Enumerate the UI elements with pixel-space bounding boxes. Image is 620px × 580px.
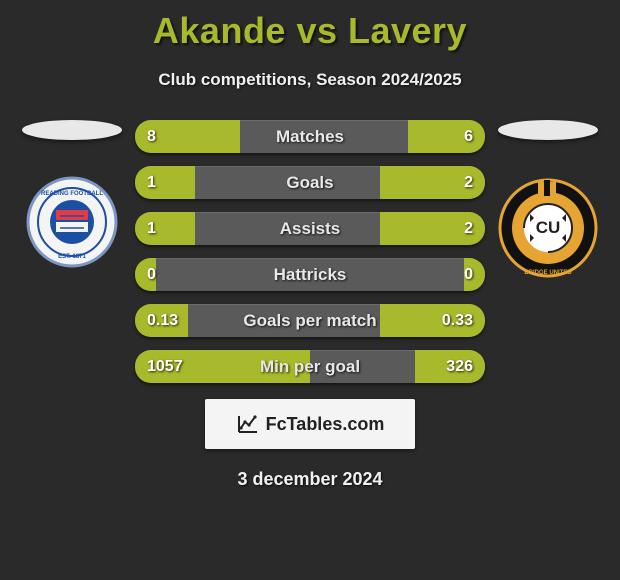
stat-row: 0.13 0.33 Goals per match [135, 304, 485, 337]
stat-row: 8 6 Matches [135, 120, 485, 153]
stat-value-left: 0 [147, 266, 156, 284]
stat-value-right: 0.33 [442, 312, 473, 330]
reading-fc-crest-icon: READING FOOTBALL EST. 1871 [26, 176, 118, 268]
stat-value-left: 1 [147, 220, 156, 238]
stat-row: 1 2 Goals [135, 166, 485, 199]
svg-text:CU: CU [536, 218, 561, 237]
stat-label: Min per goal [260, 357, 360, 377]
svg-text:EST. 1871: EST. 1871 [58, 254, 86, 260]
stat-bar-right [408, 120, 485, 153]
stat-value-left: 0.13 [147, 312, 178, 330]
club-crest-right: CU BRIDGE UNITED [496, 176, 600, 280]
stat-value-right: 2 [464, 220, 473, 238]
branding-badge[interactable]: FcTables.com [205, 399, 415, 449]
stat-label: Goals per match [243, 311, 376, 331]
stat-row: 1057 326 Min per goal [135, 350, 485, 383]
left-side: READING FOOTBALL EST. 1871 [17, 120, 127, 268]
svg-text:BRIDGE UNITED: BRIDGE UNITED [524, 270, 572, 276]
stat-bar-left [135, 166, 195, 199]
chart-icon [236, 412, 260, 436]
subtitle: Club competitions, Season 2024/2025 [0, 70, 620, 90]
date-text: 3 december 2024 [0, 469, 620, 490]
page-title: Akande vs Lavery [0, 0, 620, 52]
stat-row: 1 2 Assists [135, 212, 485, 245]
stat-label: Assists [280, 219, 340, 239]
stats-bars: 8 6 Matches 1 2 Goals 1 2 Assists 0 0 Hattricks 0.13… [135, 120, 485, 383]
svg-text:READING FOOTBALL: READING FOOTBALL [41, 191, 103, 197]
stat-value-right: 6 [464, 128, 473, 146]
stat-bar-left [135, 212, 195, 245]
main-row: READING FOOTBALL EST. 1871 8 6 Matches 1 2 Go… [0, 120, 620, 383]
stat-value-left: 1 [147, 174, 156, 192]
stat-label: Matches [276, 127, 344, 147]
stat-label: Goals [286, 173, 333, 193]
cambridge-united-crest-icon: CU BRIDGE UNITED [496, 176, 600, 280]
stat-value-right: 326 [446, 358, 473, 376]
stat-value-right: 0 [464, 266, 473, 284]
stat-label: Hattricks [274, 265, 347, 285]
right-side: CU BRIDGE UNITED [493, 120, 603, 280]
player-photo-placeholder-right [498, 120, 598, 140]
stat-row: 0 0 Hattricks [135, 258, 485, 291]
stat-value-left: 8 [147, 128, 156, 146]
club-crest-left: READING FOOTBALL EST. 1871 [26, 176, 118, 268]
stat-value-left: 1057 [147, 358, 183, 376]
stat-value-right: 2 [464, 174, 473, 192]
player-photo-placeholder-left [22, 120, 122, 140]
branding-text: FcTables.com [266, 414, 385, 435]
